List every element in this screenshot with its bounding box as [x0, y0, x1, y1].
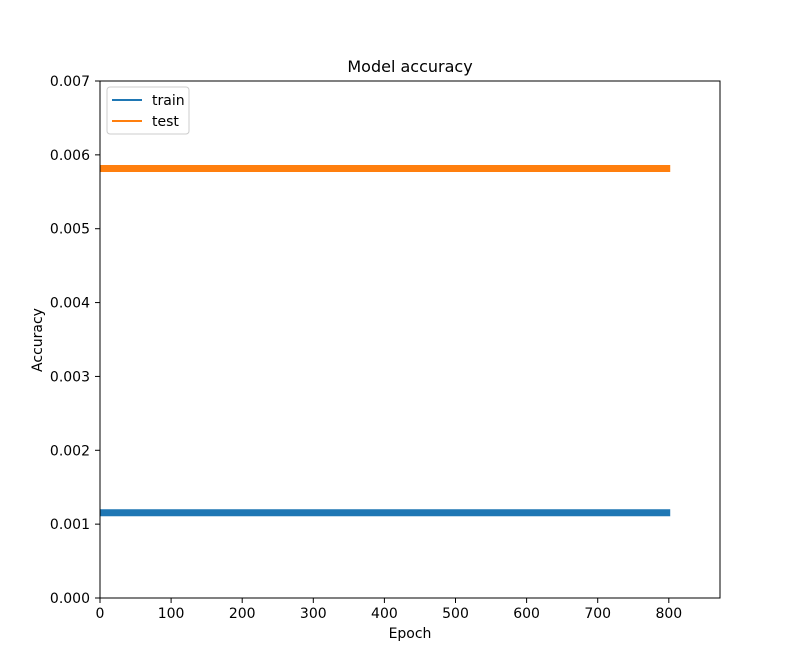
- y-tick-label: 0.003: [50, 369, 90, 385]
- x-tick-label: 300: [300, 606, 327, 622]
- x-tick-label: 500: [442, 606, 469, 622]
- y-tick-label: 0.002: [50, 443, 90, 459]
- y-axis-ticks: 0.000 0.001 0.002 0.003 0.004 0.005 0.006 0.007: [50, 74, 100, 607]
- y-tick-label: 0.004: [50, 296, 90, 312]
- legend-label-test: test: [152, 114, 179, 130]
- y-tick-label: 0.000: [50, 591, 90, 607]
- y-tick-label: 0.005: [50, 222, 90, 238]
- plot-frame: [99, 80, 721, 599]
- x-tick-label: 600: [513, 606, 540, 622]
- legend: train test: [106, 86, 190, 135]
- y-tick-label: 0.006: [50, 148, 90, 164]
- legend-box: [106, 86, 190, 135]
- y-tick-label: 0.007: [50, 74, 90, 90]
- y-tick-label: 0.001: [50, 517, 90, 533]
- x-axis-ticks: 0 100 200 300 400 500 600 700 800: [96, 598, 682, 622]
- chart-title: Model accuracy: [347, 57, 472, 76]
- series-layer: [100, 165, 671, 517]
- x-tick-label: 100: [158, 606, 185, 622]
- y-axis-label: Accuracy: [30, 308, 46, 372]
- x-tick-label: 700: [584, 606, 611, 622]
- x-tick-label: 800: [655, 606, 682, 622]
- legend-label-train: train: [152, 93, 185, 109]
- x-tick-label: 200: [229, 606, 256, 622]
- x-tick-label: 0: [96, 606, 105, 622]
- x-axis-label: Epoch: [389, 626, 432, 642]
- x-tick-label: 400: [371, 606, 398, 622]
